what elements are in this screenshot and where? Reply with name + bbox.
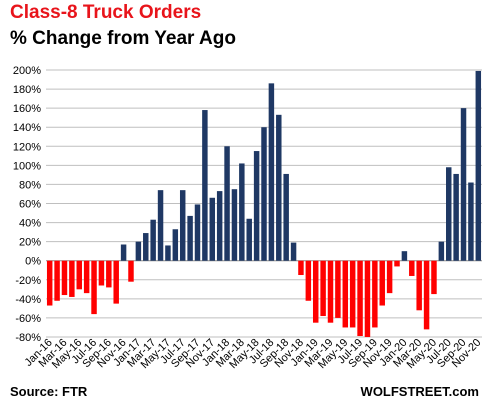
bar xyxy=(475,70,482,261)
bar xyxy=(83,260,90,294)
bar xyxy=(423,260,430,330)
bar xyxy=(98,260,105,286)
y-tick-label: 120% xyxy=(13,141,41,153)
bar xyxy=(283,173,289,261)
bar xyxy=(172,229,179,261)
bar xyxy=(261,127,267,261)
y-axis: -80% -60% -40% -20% 0% 20% 40% 60% 80% 100% 120% 14… xyxy=(13,65,41,344)
chart-title: Class-8 Truck Orders xyxy=(10,2,202,23)
bar xyxy=(305,260,312,301)
bar xyxy=(446,167,452,261)
bar xyxy=(165,245,171,261)
bar xyxy=(320,260,326,317)
bar xyxy=(468,182,474,261)
bar xyxy=(253,151,260,261)
y-tick-label: 100% xyxy=(13,160,41,172)
bar xyxy=(61,260,68,296)
bar xyxy=(276,114,282,261)
bar xyxy=(453,173,459,261)
bar xyxy=(460,108,467,261)
bar xyxy=(157,190,164,261)
bar xyxy=(128,260,134,282)
credit-label: WOLFSTREET.com xyxy=(360,384,479,399)
bar xyxy=(327,260,334,323)
bar xyxy=(298,260,304,276)
y-tick-label: 20% xyxy=(19,237,41,249)
bar xyxy=(54,260,60,301)
bar xyxy=(46,260,53,306)
bar xyxy=(416,260,422,311)
bar xyxy=(143,233,149,261)
bar xyxy=(246,218,252,261)
bar xyxy=(202,110,208,261)
bar-layer xyxy=(46,70,482,337)
y-tick-label: 140% xyxy=(13,122,41,134)
bar xyxy=(364,260,371,337)
bar xyxy=(394,260,400,267)
y-tick-label: -20% xyxy=(15,275,41,287)
y-tick-label: -60% xyxy=(15,313,41,325)
bar xyxy=(135,241,142,261)
x-axis: Jan-16Mar-16May-16Jul-16Sep-16Nov-16Jan-… xyxy=(23,337,484,371)
bar xyxy=(150,219,156,261)
y-tick-label: -80% xyxy=(15,332,41,344)
bar xyxy=(120,244,127,261)
bar xyxy=(372,260,378,328)
y-tick-label: 0% xyxy=(25,256,41,268)
source-label: Source: FTR xyxy=(10,384,88,399)
bar xyxy=(342,260,349,328)
bar xyxy=(69,260,75,297)
bar xyxy=(224,146,230,261)
y-tick-label: 200% xyxy=(13,65,41,77)
bar xyxy=(91,260,97,315)
bar xyxy=(438,241,445,261)
y-tick-label: 40% xyxy=(19,218,41,230)
bar xyxy=(290,242,297,261)
bar xyxy=(231,189,238,261)
bar xyxy=(106,260,112,288)
bar xyxy=(312,260,319,323)
bar xyxy=(379,260,385,306)
y-tick-label: -40% xyxy=(15,294,41,306)
bar xyxy=(239,163,245,261)
bar xyxy=(386,260,393,294)
bar xyxy=(268,83,275,261)
bar xyxy=(357,260,363,337)
bar xyxy=(335,260,341,318)
bar xyxy=(194,204,201,261)
y-tick-label: 160% xyxy=(13,103,41,115)
bar xyxy=(216,191,223,261)
bar xyxy=(409,260,415,276)
chart-subtitle: % Change from Year Ago xyxy=(10,28,236,49)
bar xyxy=(431,260,437,295)
bar xyxy=(209,197,216,261)
y-tick-label: 60% xyxy=(19,199,41,211)
bar xyxy=(349,260,356,328)
y-tick-label: 180% xyxy=(13,84,41,96)
bar xyxy=(113,260,119,304)
y-tick-label: 80% xyxy=(19,179,41,191)
bar xyxy=(76,260,82,290)
bar xyxy=(401,251,408,261)
bar xyxy=(187,215,193,261)
bar xyxy=(179,190,186,261)
